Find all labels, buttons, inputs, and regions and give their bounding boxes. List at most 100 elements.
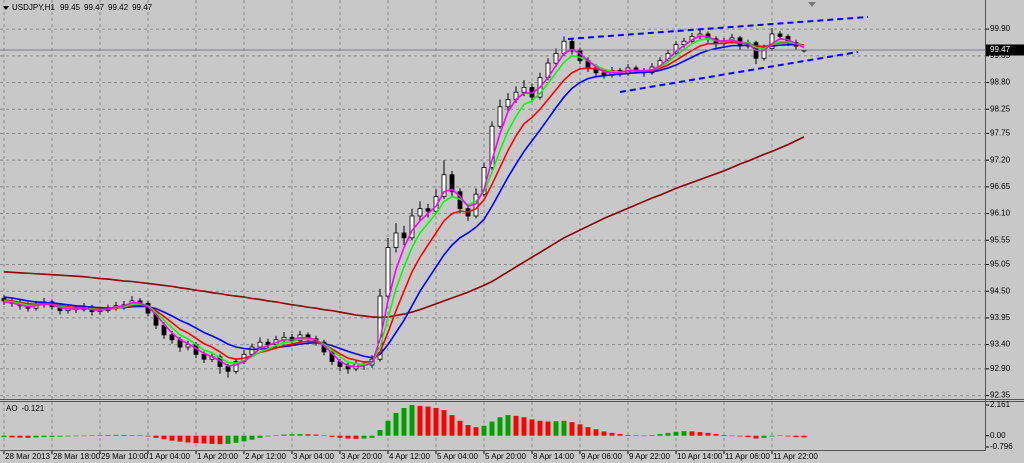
candle-body [225, 366, 231, 372]
price-box-label: 99.47 [990, 45, 1011, 54]
candle-body [233, 361, 239, 372]
ao-bar [353, 435, 359, 439]
ao-bar [73, 435, 79, 437]
ao-bar [41, 435, 47, 438]
ao-bar [793, 435, 799, 438]
header-close: 99.47 [132, 3, 153, 12]
header-open: 99.45 [60, 3, 81, 12]
candle-body [553, 52, 559, 64]
x-tick-label: 11 Apr 06:00 [725, 452, 770, 461]
ao-bar [161, 435, 167, 440]
candle-body [593, 67, 599, 74]
ao-bar [385, 420, 391, 436]
x-tick-label: 1 Apr 04:00 [149, 452, 190, 461]
ao-bar [721, 434, 727, 436]
candle-body [201, 353, 207, 360]
ao-bar [1, 435, 7, 438]
ao-bar [265, 435, 271, 437]
x-tick-label: 1 Apr 20:00 [197, 452, 238, 461]
ao-bar [713, 433, 719, 436]
ao-bar [49, 435, 55, 437]
x-tick-label: 5 Apr 04:00 [437, 452, 478, 461]
ao-bar [473, 427, 479, 436]
ao-bar [449, 415, 455, 436]
x-tick-label: 9 Apr 06:00 [581, 452, 622, 461]
ao-bar [497, 417, 503, 436]
x-tick-label: 3 Apr 20:00 [341, 452, 382, 461]
indicator-name: AO [6, 404, 18, 413]
y-tick-label: 95.55 [990, 235, 1011, 244]
ao-bar [281, 434, 287, 436]
y-tick-label: 95.05 [990, 260, 1011, 269]
candle-body [777, 33, 783, 37]
candle-body [265, 341, 271, 346]
ao-bar [625, 434, 631, 436]
ao-bar [89, 435, 95, 436]
ao-bar [545, 421, 551, 436]
candle-body [185, 344, 191, 348]
ao-bar [97, 435, 103, 436]
ao-bar [609, 432, 615, 436]
ao-bar [537, 420, 543, 436]
ao-bar [785, 435, 791, 437]
ao-bar [249, 435, 255, 440]
y-tick-label: 2.161 [990, 400, 1011, 409]
candle-body [385, 247, 391, 297]
price-box [986, 44, 1024, 56]
moving-average-line [3, 41, 805, 363]
x-tick-label: 28 Mar 18:00 [53, 452, 101, 461]
ao-bar [673, 431, 679, 436]
x-tick-label: 3 Apr 04:00 [293, 452, 334, 461]
menu-arrow[interactable] [3, 6, 9, 10]
chart-header: USDJPY,H1 99.45 99.47 99.42 99.47 [12, 3, 153, 12]
y-tick-label: 99.90 [990, 24, 1011, 33]
indicator-label: AO -0.121 [6, 404, 45, 413]
ao-bar [329, 435, 335, 437]
ao-bar [377, 430, 383, 436]
x-tick-label: 5 Apr 20:00 [485, 452, 526, 461]
ao-bar [177, 435, 183, 442]
y-tick-label: 98.25 [990, 104, 1011, 113]
ao-bar [657, 433, 663, 436]
ao-bar [505, 415, 511, 436]
ao-bar [457, 420, 463, 436]
ao-bar [633, 435, 639, 436]
moving-average-line [3, 38, 805, 366]
ao-bar [569, 422, 575, 436]
ao-bar [401, 407, 407, 436]
y-tick-label: 96.65 [990, 182, 1011, 191]
ao-bar [617, 433, 623, 436]
ao-bar [25, 435, 31, 438]
ao-bar [777, 435, 783, 436]
candle-body [521, 86, 527, 93]
y-tick-label: 93.40 [990, 340, 1011, 349]
candle-body [257, 341, 263, 348]
ao-bar [681, 431, 687, 436]
ao-bar [529, 419, 535, 436]
y-tick-label: 96.10 [990, 209, 1011, 218]
ao-bar [705, 432, 711, 436]
candle-body [425, 208, 431, 212]
ao-bar [233, 435, 239, 443]
ao-bar [297, 434, 303, 436]
ao-bar [521, 417, 527, 436]
x-tick-label: 8 Apr 14:00 [533, 452, 574, 461]
ao-bar [801, 435, 807, 438]
ao-bar [129, 435, 135, 436]
x-tick-label: 28 Mar 2013 [5, 452, 50, 461]
ao-bar [729, 435, 735, 437]
mark-layer [0, 28, 985, 445]
x-tick-label: 10 Apr 14:00 [677, 452, 723, 461]
ao-bar [225, 435, 231, 444]
candle-body [417, 208, 423, 217]
grid-layer [0, 0, 989, 454]
moving-average-line [3, 136, 805, 319]
y-tick-label: 0.00 [990, 431, 1006, 440]
ao-bar [561, 420, 567, 436]
trend-line-upper [567, 16, 869, 40]
y-tick-label: 94.50 [990, 286, 1011, 295]
candle-body [401, 232, 407, 239]
ao-bar [209, 435, 215, 444]
